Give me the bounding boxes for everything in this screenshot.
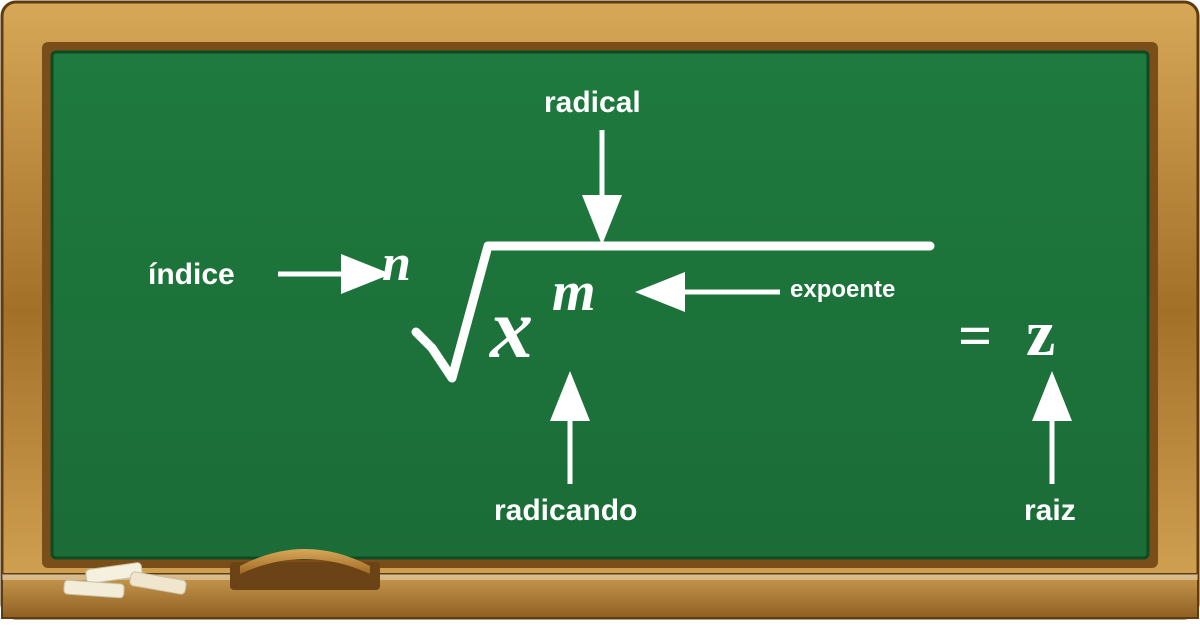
formula-base: x (490, 278, 533, 378)
label-radicando: radicando (494, 494, 637, 528)
label-radical: radical (544, 86, 641, 120)
formula-exponent: m (552, 260, 596, 324)
formula-result: z (1026, 296, 1055, 372)
label-indice: índice (148, 258, 235, 292)
label-expoente: expoente (790, 276, 895, 304)
formula-equals: = (958, 302, 992, 371)
formula-index: n (382, 234, 411, 293)
label-raiz: raiz (1024, 494, 1076, 528)
